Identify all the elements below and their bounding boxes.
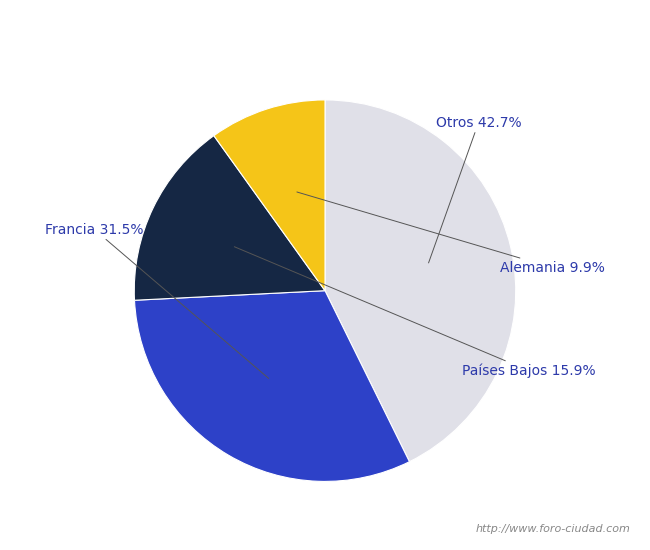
Wedge shape: [135, 136, 325, 300]
Text: Otros 42.7%: Otros 42.7%: [428, 116, 521, 263]
Text: Francia 31.5%: Francia 31.5%: [46, 223, 268, 378]
Wedge shape: [135, 290, 410, 481]
Text: Alemania 9.9%: Alemania 9.9%: [297, 192, 605, 275]
Wedge shape: [325, 100, 515, 461]
Text: Países Bajos 15.9%: Países Bajos 15.9%: [235, 247, 596, 378]
Text: http://www.foro-ciudad.com: http://www.foro-ciudad.com: [476, 524, 630, 534]
Wedge shape: [214, 100, 325, 290]
Text: Churriana de la Vega - Turistas extranjeros según país - Abril de 2024: Churriana de la Vega - Turistas extranje…: [59, 13, 591, 29]
